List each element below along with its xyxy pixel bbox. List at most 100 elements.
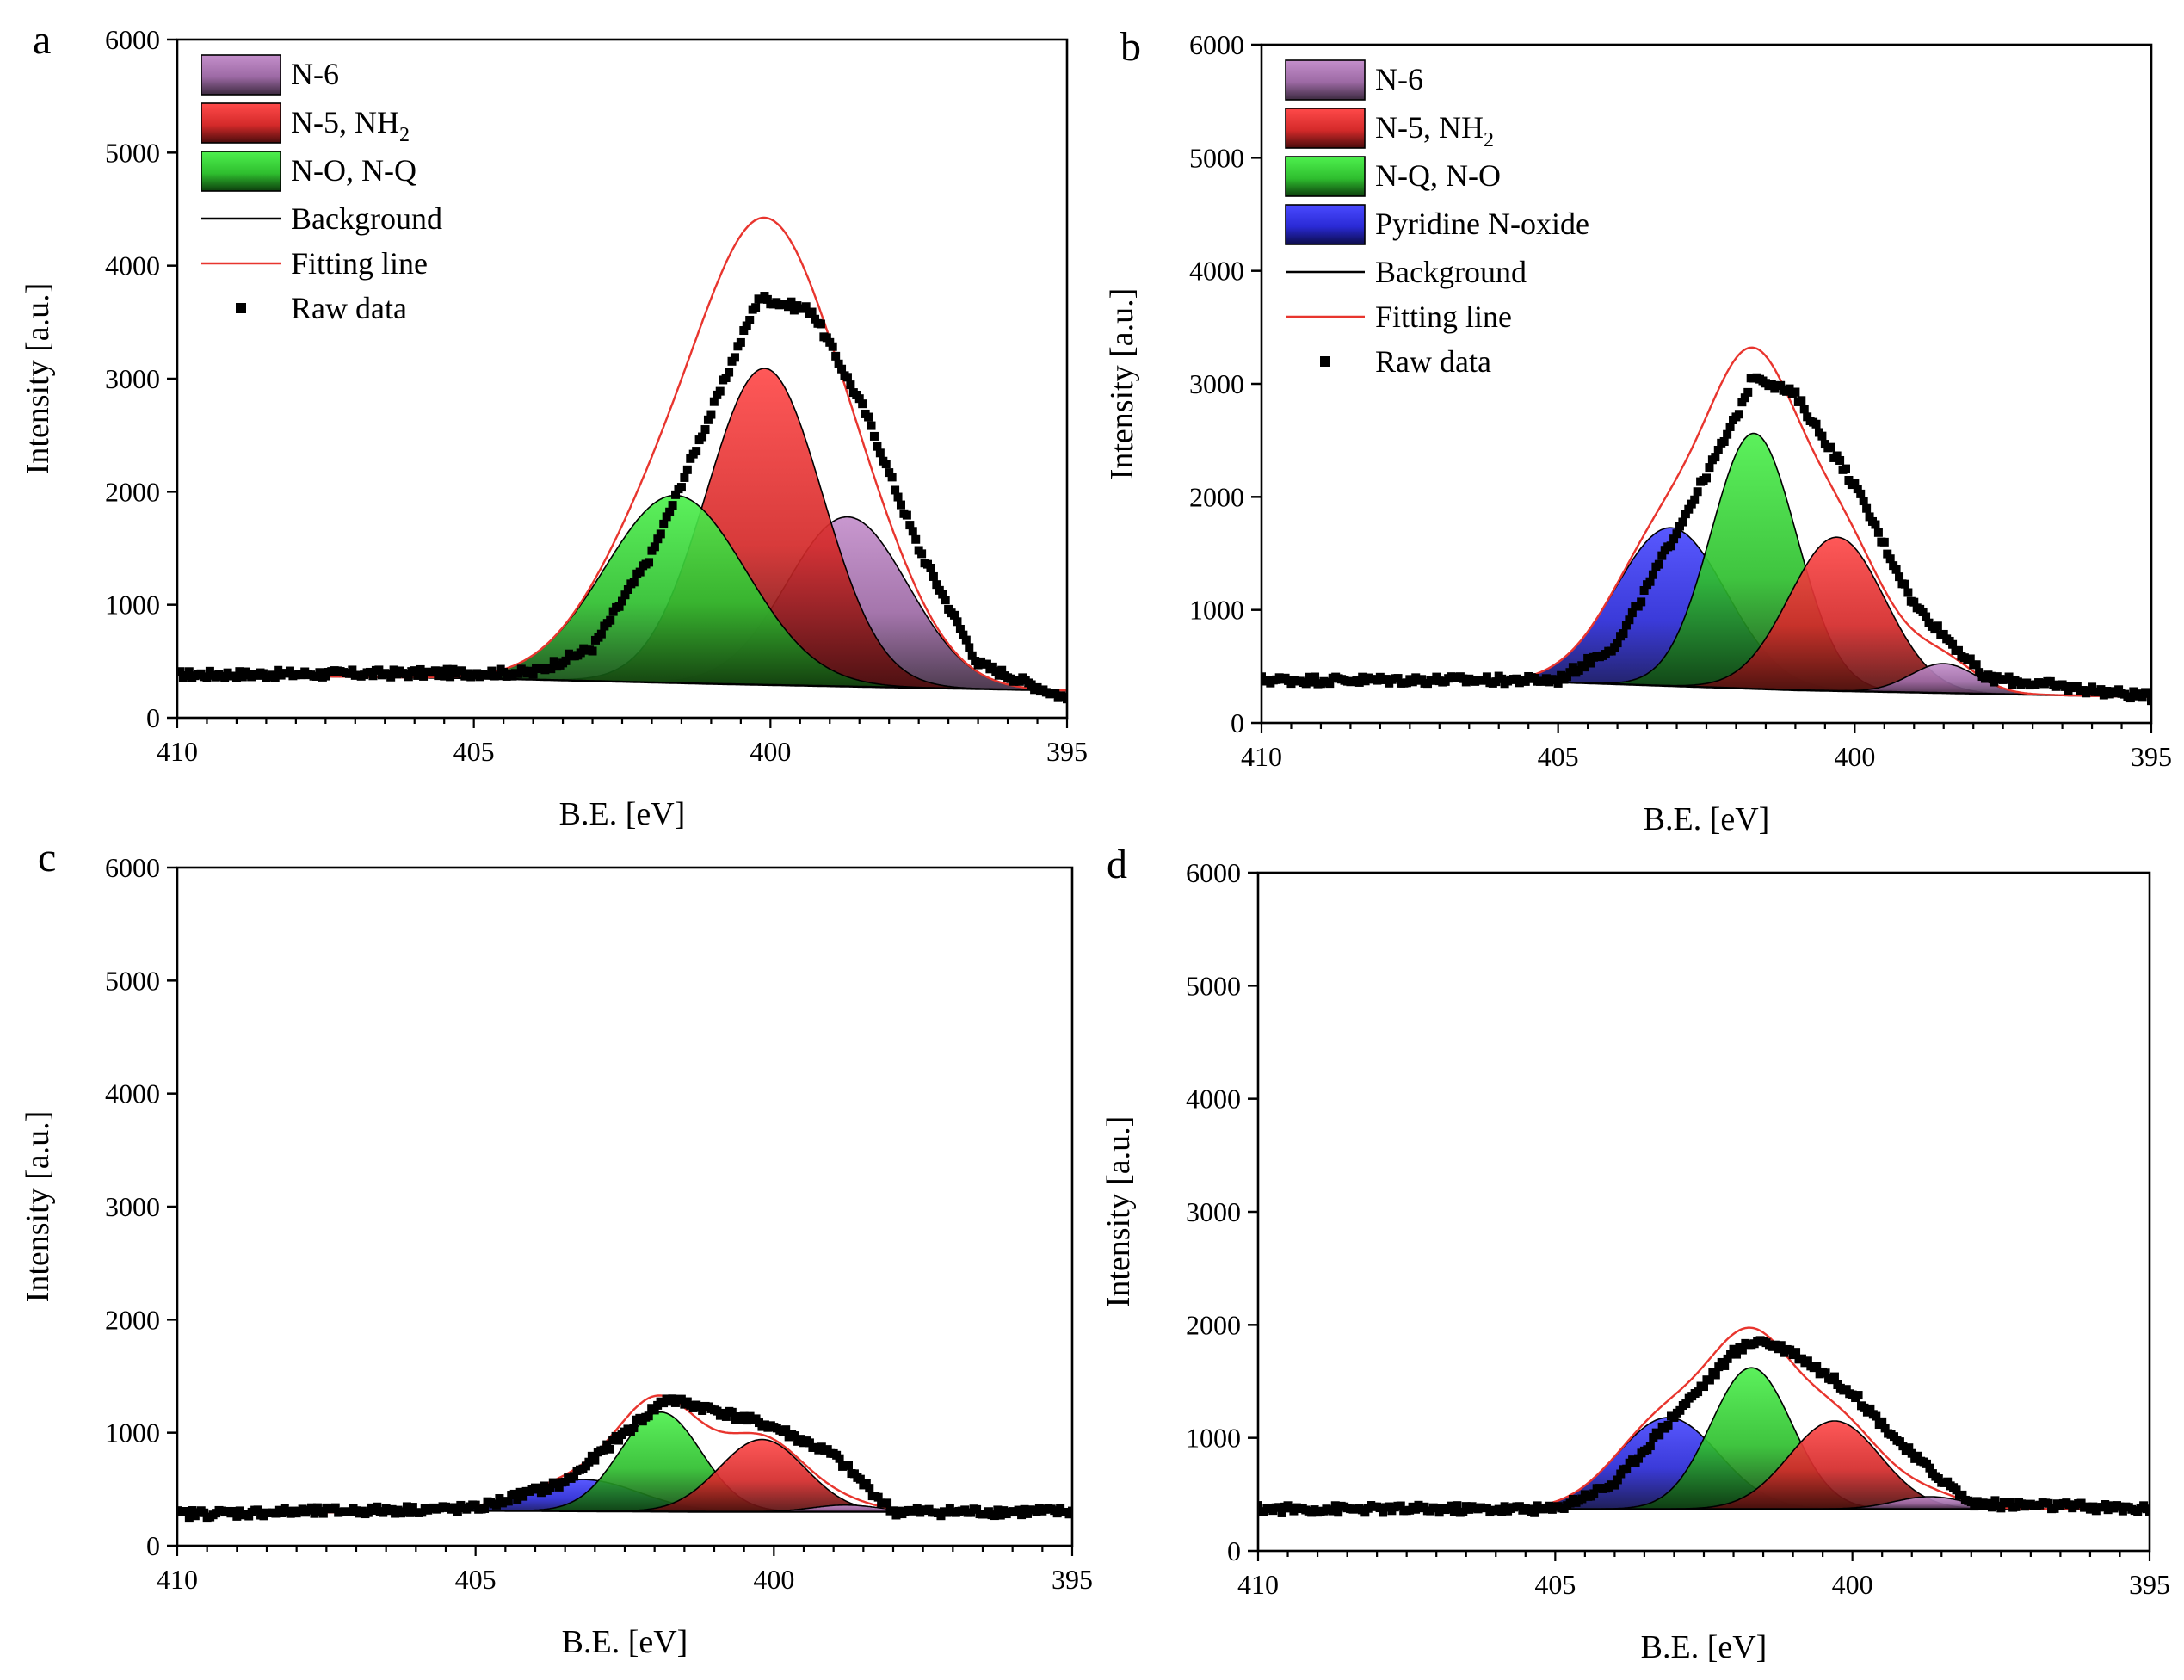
raw-data-point bbox=[1396, 1501, 1405, 1510]
raw-data-point bbox=[2005, 1498, 2014, 1507]
raw-data-point bbox=[605, 1444, 614, 1454]
raw-data-point bbox=[1726, 1350, 1736, 1359]
raw-data-point bbox=[1987, 1503, 1996, 1512]
raw-data-point bbox=[1729, 1344, 1738, 1354]
legend-swatch-n-o-n-q bbox=[201, 151, 281, 192]
raw-data-point bbox=[430, 666, 440, 676]
raw-data-point bbox=[864, 412, 873, 422]
raw-data-point bbox=[235, 667, 244, 676]
raw-data-point bbox=[1996, 1504, 2006, 1513]
raw-data-point bbox=[873, 1492, 883, 1502]
raw-data-point bbox=[1952, 1485, 1961, 1495]
raw-data-point bbox=[1610, 1480, 1619, 1490]
raw-data-point bbox=[570, 1472, 579, 1481]
y-tick-label: 1000 bbox=[1189, 595, 1244, 626]
raw-data-point bbox=[1841, 464, 1850, 473]
raw-data-point bbox=[405, 1508, 415, 1517]
y-tick-label: 1000 bbox=[1186, 1423, 1241, 1454]
legend-marker bbox=[236, 303, 246, 313]
raw-data-point bbox=[1723, 429, 1732, 439]
raw-data-point bbox=[1690, 495, 1700, 504]
y-tick-label: 3000 bbox=[1186, 1196, 1241, 1227]
raw-data-point bbox=[938, 590, 947, 599]
raw-data-point bbox=[373, 1502, 382, 1511]
raw-data-point bbox=[307, 1503, 316, 1512]
y-tick-label: 1000 bbox=[105, 590, 160, 621]
raw-data-point bbox=[1553, 678, 1563, 688]
raw-data-point bbox=[844, 1461, 853, 1470]
raw-data-point bbox=[742, 321, 751, 330]
plot-area bbox=[177, 1394, 1072, 1522]
plot-frame bbox=[1256, 871, 2151, 1553]
legend-swatch-n-6 bbox=[201, 54, 281, 96]
raw-data-point bbox=[1895, 572, 1904, 582]
raw-data-point bbox=[182, 1507, 191, 1516]
raw-data-point bbox=[1052, 1509, 1062, 1518]
raw-data-point bbox=[1684, 504, 1694, 514]
raw-data-point bbox=[893, 492, 903, 502]
panel-label-d: d bbox=[1107, 842, 1127, 887]
raw-data-point bbox=[404, 672, 413, 682]
legend-swatch-n-o-n-q bbox=[1285, 156, 1366, 197]
raw-data-point bbox=[996, 1510, 1005, 1520]
raw-data-point bbox=[1305, 672, 1314, 682]
raw-data-point bbox=[1786, 1345, 1795, 1355]
raw-data-point bbox=[816, 319, 825, 329]
raw-data-point bbox=[801, 302, 811, 312]
raw-data-point bbox=[2115, 1502, 2125, 1511]
x-tick-label: 410 bbox=[1241, 741, 1282, 772]
raw-data-point bbox=[2147, 696, 2151, 706]
x-axis-label: B.E. [eV] bbox=[1644, 801, 1770, 837]
raw-data-point bbox=[1720, 1361, 1730, 1370]
raw-data-point bbox=[1865, 512, 1874, 522]
raw-data-point bbox=[1453, 1501, 1462, 1510]
raw-data-point bbox=[790, 1431, 799, 1441]
x-tick-label: 405 bbox=[455, 1564, 497, 1595]
raw-data-point bbox=[1657, 551, 1667, 560]
raw-data-point bbox=[1681, 510, 1690, 519]
raw-data-point bbox=[1891, 565, 1901, 574]
raw-data-point bbox=[908, 527, 917, 536]
raw-data-point bbox=[869, 431, 879, 441]
raw-data-point bbox=[1702, 473, 1711, 483]
raw-data-point bbox=[644, 1411, 653, 1421]
raw-data-point bbox=[1990, 1496, 2000, 1505]
raw-data-point bbox=[1925, 1463, 1934, 1473]
raw-data-point bbox=[410, 666, 419, 676]
raw-data-point bbox=[745, 315, 755, 324]
raw-data-point bbox=[1811, 419, 1821, 429]
raw-data-point bbox=[635, 567, 645, 577]
raw-data-point bbox=[835, 1454, 844, 1463]
raw-data-point bbox=[440, 671, 449, 681]
raw-data-point bbox=[1678, 517, 1687, 527]
raw-data-point bbox=[1063, 695, 1067, 704]
raw-data-point bbox=[698, 432, 707, 442]
raw-data-point bbox=[700, 425, 710, 435]
raw-data-point bbox=[1821, 1368, 1830, 1378]
raw-data-point bbox=[480, 1504, 490, 1513]
raw-data-point bbox=[671, 490, 681, 499]
raw-data-point bbox=[274, 665, 283, 675]
raw-data-point bbox=[1986, 671, 1996, 681]
raw-data-point bbox=[1835, 455, 1845, 465]
raw-data-point bbox=[887, 472, 897, 482]
raw-data-point bbox=[781, 1425, 791, 1435]
legend-label: Background bbox=[1375, 255, 1527, 289]
legend-label: N-6 bbox=[1375, 62, 1423, 96]
y-axis-label: Intensity [a.u.] bbox=[20, 1111, 56, 1303]
raw-data-point bbox=[1693, 487, 1702, 497]
raw-data-point bbox=[1610, 643, 1619, 652]
raw-data-point bbox=[1900, 579, 1909, 589]
raw-data-point bbox=[789, 306, 799, 315]
raw-data-point bbox=[1854, 1391, 1863, 1400]
raw-data-point bbox=[828, 342, 837, 351]
raw-data-point bbox=[606, 615, 615, 625]
raw-data-point bbox=[1791, 387, 1800, 397]
x-tick-label: 410 bbox=[157, 1564, 198, 1595]
raw-data-point bbox=[1990, 677, 1999, 687]
raw-data-point bbox=[1325, 679, 1335, 689]
raw-data-point bbox=[1966, 1498, 1976, 1507]
raw-data-point bbox=[1274, 1503, 1284, 1512]
raw-data-point bbox=[1311, 672, 1320, 682]
raw-data-point bbox=[1705, 463, 1714, 472]
